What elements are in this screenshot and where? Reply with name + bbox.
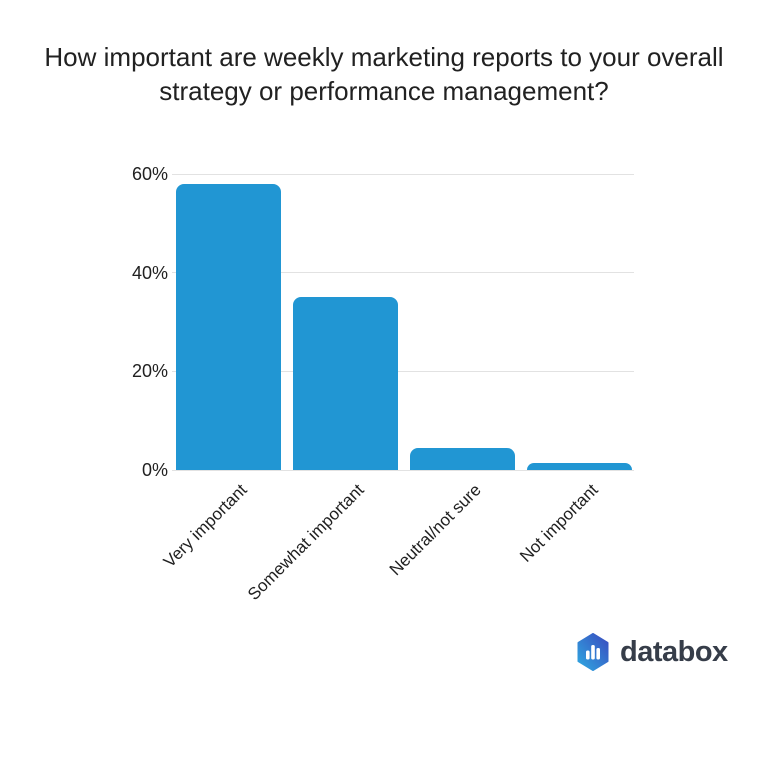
chart-title: How important are weekly marketing repor… — [0, 40, 768, 108]
chart-title-line-1: How important are weekly marketing repor… — [44, 42, 724, 72]
y-axis-tick-label: 0% — [141, 460, 168, 480]
databox-wordmark: databox — [620, 636, 728, 668]
bar-neutral-not-sure — [410, 447, 515, 470]
gridline-0 — [172, 469, 634, 471]
gridline-20 — [172, 370, 634, 372]
gridline-40 — [172, 272, 634, 274]
databox-hexagon-bar-chart-icon — [577, 633, 609, 671]
gridline-60 — [172, 173, 634, 175]
bar-very-important — [176, 183, 281, 470]
y-axis-tick-label: 20% — [131, 361, 168, 382]
y-axis-tick-label: 60% — [131, 164, 168, 184]
databox-logo: databox — [576, 633, 728, 671]
bar-somewhat-important — [293, 297, 398, 470]
y-axis-tick-label: 40% — [131, 262, 168, 283]
bar-not-important — [527, 462, 632, 470]
chart-title-line-2: strategy or performance management? — [159, 76, 609, 106]
